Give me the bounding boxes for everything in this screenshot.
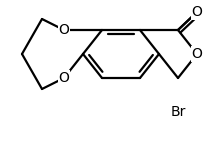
Text: O: O	[192, 5, 202, 19]
Text: O: O	[192, 47, 202, 61]
Text: O: O	[59, 23, 70, 37]
Text: O: O	[59, 71, 70, 85]
Text: Br: Br	[170, 105, 186, 119]
